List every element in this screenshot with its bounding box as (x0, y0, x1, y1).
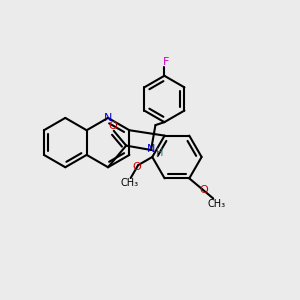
Text: O: O (132, 162, 141, 172)
Text: CH₃: CH₃ (120, 178, 138, 188)
Text: N: N (104, 113, 112, 123)
Text: N: N (147, 143, 155, 154)
Text: O: O (199, 185, 208, 195)
Text: CH₃: CH₃ (207, 199, 225, 209)
Text: O: O (108, 122, 117, 131)
Text: H: H (156, 148, 163, 158)
Text: F: F (163, 56, 169, 67)
